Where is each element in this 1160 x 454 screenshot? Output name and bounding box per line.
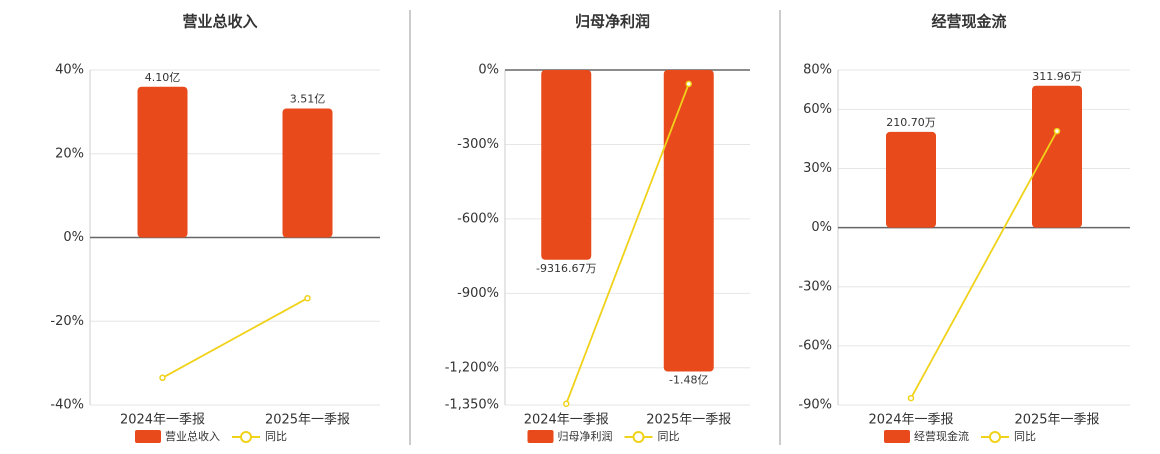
y-tick-label: 0% [478, 63, 499, 78]
data-label: -1.48亿 [669, 374, 708, 387]
y-tick-label: -1,350% [445, 398, 499, 413]
y-tick-label: -300% [457, 137, 499, 152]
line-point [685, 80, 692, 88]
y-tick-label: -600% [457, 211, 499, 226]
x-tick-label: 2024年一季报 [120, 413, 205, 428]
y-tick-label: 40% [55, 63, 84, 78]
bar [663, 70, 714, 372]
data-label: -9316.67万 [536, 262, 596, 275]
y-tick-label: 0% [811, 220, 832, 235]
y-tick-label: -30% [798, 279, 832, 294]
y-tick-label: -20% [50, 314, 84, 329]
bar [282, 108, 333, 238]
y-tick-label: -900% [457, 286, 499, 301]
bar [137, 86, 188, 238]
x-tick-label: 2024年一季报 [524, 413, 609, 428]
line-point [1053, 127, 1061, 135]
y-tick-label: -1,200% [445, 360, 499, 375]
data-label: 311.96万 [1032, 70, 1082, 83]
line-point [907, 394, 915, 402]
data-label: 210.70万 [886, 116, 936, 129]
y-tick-label: -90% [798, 398, 832, 413]
y-tick-label: -40% [50, 398, 84, 413]
legend-marker [240, 431, 252, 443]
legend-label: 同比 [265, 430, 287, 443]
y-tick-label: 80% [803, 63, 832, 78]
x-tick-label: 2025年一季报 [646, 413, 731, 428]
bar [886, 131, 936, 228]
line [162, 297, 308, 379]
data-label: 3.51亿 [290, 92, 326, 105]
data-label: 4.10亿 [145, 71, 181, 84]
y-tick-label: 60% [803, 102, 832, 117]
legend-swatch [135, 430, 161, 443]
bar [1032, 85, 1082, 228]
line-point [563, 400, 570, 408]
legend-swatch [884, 430, 910, 443]
y-tick-label: 20% [55, 146, 84, 161]
y-tick-label: 0% [63, 230, 84, 245]
chart-title: 营业总收入 [182, 13, 257, 31]
chart-title: 归母净利润 [575, 13, 650, 31]
bar [541, 70, 592, 260]
legend-label: 营业总收入 [165, 429, 220, 443]
legend-marker [632, 431, 645, 443]
x-tick-label: 2024年一季报 [868, 413, 953, 428]
line-point [304, 294, 311, 302]
x-tick-label: 2025年一季报 [1014, 413, 1099, 428]
y-tick-label: -60% [798, 338, 832, 353]
line [910, 130, 1058, 399]
legend-label: 归母净利润 [558, 429, 613, 443]
chart-title: 经营现金流 [931, 13, 1006, 31]
y-tick-label: 30% [803, 161, 832, 176]
legend-label: 同比 [1014, 430, 1036, 443]
legend-marker [989, 431, 1001, 443]
x-tick-label: 2025年一季报 [265, 413, 350, 428]
legend-label: 经营现金流 [914, 429, 969, 443]
line-point [159, 374, 166, 382]
line [565, 83, 690, 405]
legend-label: 同比 [658, 430, 680, 443]
legend-swatch [527, 430, 554, 443]
